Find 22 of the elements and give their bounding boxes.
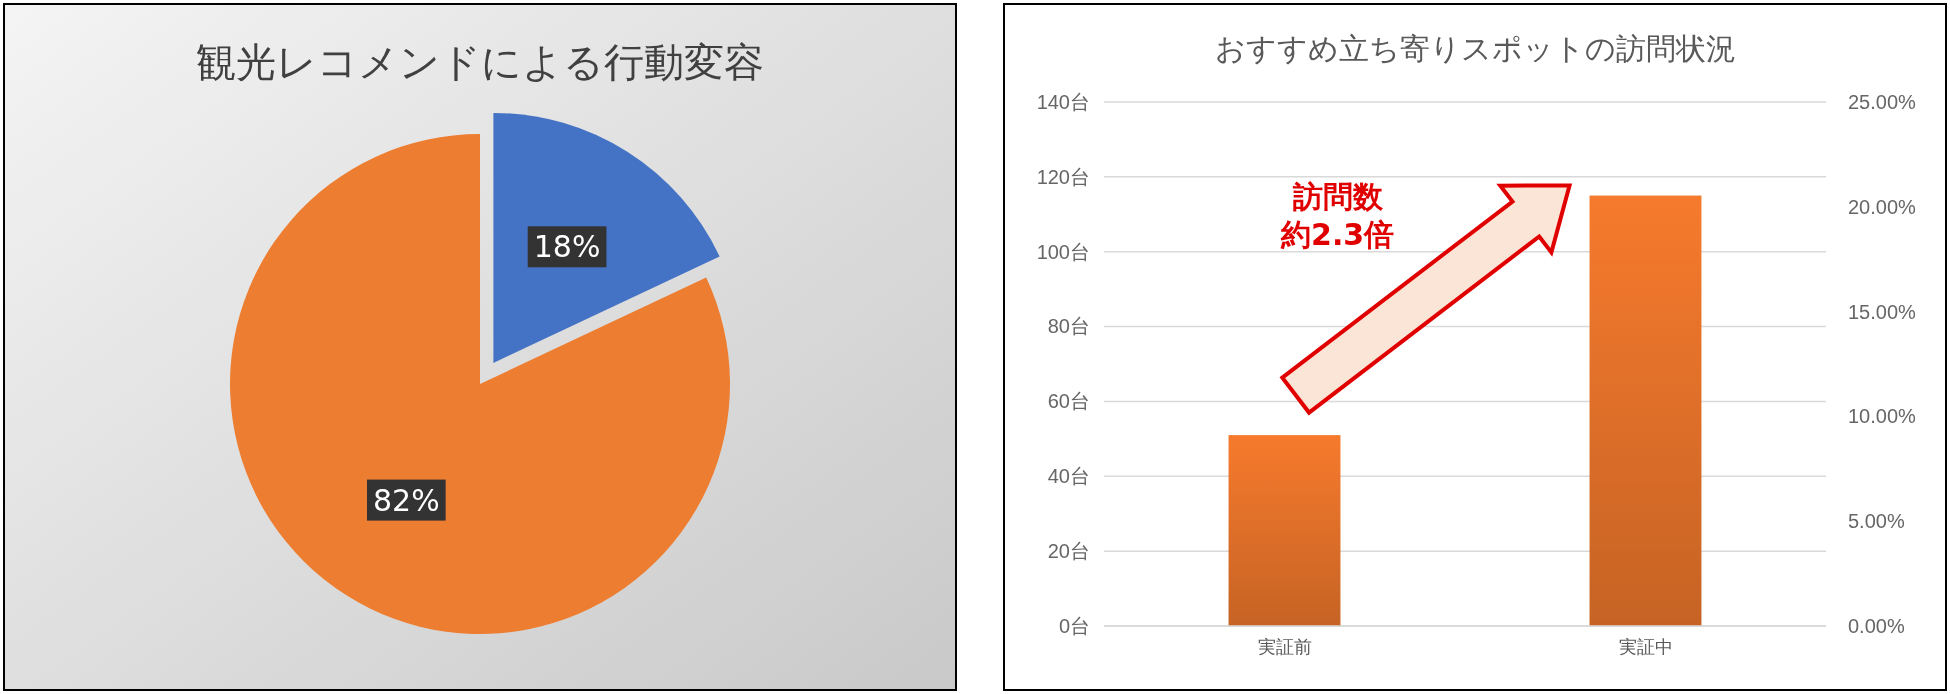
y-tick-label: 80台: [1047, 315, 1090, 338]
annotation: 訪問数: [1291, 178, 1384, 214]
y-tick-label: 140台: [1036, 90, 1090, 113]
y2-tick-label: 20.00%: [1848, 195, 1917, 218]
chart-title: おすすめ立ち寄りスポットの訪問状況: [1214, 31, 1736, 66]
y-tick-label: 40台: [1047, 465, 1090, 488]
y2-tick-label: 5.00%: [1848, 510, 1905, 533]
annotation: 約2.3倍: [1280, 216, 1395, 252]
x-tick-label: 実証前: [1257, 636, 1312, 657]
y-tick-label: 20台: [1047, 540, 1090, 563]
x-tick-label: 実証中: [1618, 636, 1673, 657]
y-tick-label: 60台: [1047, 390, 1090, 413]
y2-tick-label: 25.00%: [1848, 90, 1917, 113]
y-tick-label: 120台: [1036, 165, 1090, 188]
y2-tick-label: 15.00%: [1848, 300, 1917, 323]
data-label: 82%: [372, 482, 440, 518]
chart-title: 観光レコメンドによる行動変容: [196, 39, 764, 85]
y2-tick-label: 10.00%: [1848, 405, 1917, 428]
data-label: 18%: [533, 229, 601, 265]
y2-tick-label: 0.00%: [1848, 614, 1905, 637]
y-tick-label: 100台: [1036, 240, 1090, 263]
y-tick-label: 0台: [1058, 614, 1090, 637]
